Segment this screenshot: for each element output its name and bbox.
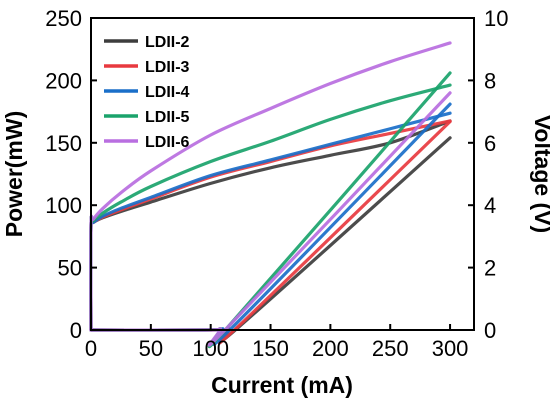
legend-label-ldii-4: LDII-4	[145, 84, 190, 101]
y2-tick-label: 4	[484, 193, 496, 218]
y2-tick-label: 8	[484, 68, 496, 93]
plot-frame	[90, 17, 475, 331]
power-curve-ldii-3	[89, 119, 452, 345]
x-tick-label: 150	[252, 336, 289, 361]
legend-label-ldii-3: LDII-3	[145, 59, 190, 76]
y-tick-label: 200	[45, 68, 82, 93]
x-tick-label: 200	[312, 336, 349, 361]
legend-label-ldii-6: LDII-6	[145, 134, 190, 151]
y-tick-label: 100	[45, 193, 82, 218]
y2-tick-label: 2	[484, 256, 496, 281]
y-tick-label: 250	[45, 6, 82, 31]
y2-tick-label: 10	[484, 6, 508, 31]
ticks-layer: 0 50 100 150 200 250 300 0 50 100 150 200 250 0 2 4 6 8 10	[45, 6, 508, 361]
y2-tick-label: 0	[484, 318, 496, 343]
x-tick-label: 100	[192, 336, 229, 361]
x-tick-label: 50	[139, 336, 163, 361]
y-tick-label: 50	[58, 256, 82, 281]
y2-tick-label: 6	[484, 131, 496, 156]
legend-label-ldii-5: LDII-5	[145, 109, 190, 126]
y-tick-label: 150	[45, 131, 82, 156]
legend-label-ldii-2: LDII-2	[145, 34, 190, 51]
x-tick-label: 250	[372, 336, 409, 361]
right-y-axis-title: Voltage (V)	[530, 115, 550, 233]
x-axis-title: Current (mA)	[211, 372, 353, 398]
left-y-axis-title: Power(mW)	[1, 111, 27, 238]
y-tick-label: 0	[70, 318, 82, 343]
x-tick-label: 0	[85, 336, 97, 361]
x-tick-label: 300	[432, 336, 469, 361]
legend: LDII-2 LDII-3 LDII-4 LDII-5 LDII-6	[104, 34, 190, 151]
